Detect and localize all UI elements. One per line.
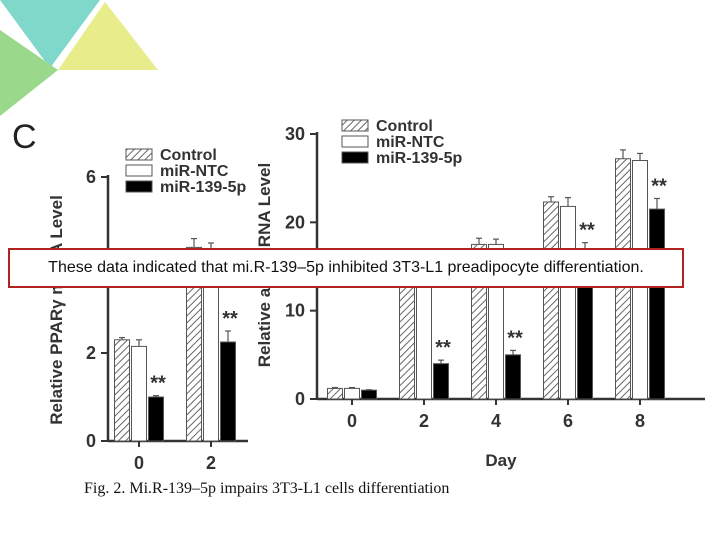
legend-label: miR-139-5p (376, 150, 462, 167)
legend-swatch (341, 151, 369, 164)
significance-label: ** (150, 373, 166, 395)
figure-caption: Fig. 2. Mi.R-139–5p impairs 3T3-L1 cells… (84, 480, 450, 497)
bar-mir-139-5p (148, 396, 164, 442)
legend-label: miR-NTC (160, 163, 229, 180)
legend-swatch (341, 119, 369, 132)
legend-label: miR-139-5p (160, 179, 246, 196)
x-tick-label: 2 (419, 411, 429, 431)
x-tick-label: 2 (206, 453, 216, 473)
x-tick-label: 8 (635, 411, 645, 431)
bar-mir-ntc (131, 345, 147, 442)
y-tick-label: 2 (86, 343, 96, 363)
callout-text: These data indicated that mi.R-139–5p in… (48, 259, 644, 276)
legend-label: Control (376, 118, 433, 135)
y-tick-label: 0 (86, 431, 96, 451)
significance-label: ** (222, 308, 238, 330)
legend-swatch (341, 135, 369, 148)
x-axis-label: Day (485, 451, 517, 470)
teal-triangle-shape (0, 0, 100, 68)
x-tick-label: 4 (491, 411, 501, 431)
bar-control (543, 201, 559, 400)
bar-mir-139-5p (649, 208, 665, 400)
bar-mir-139-5p (433, 363, 449, 400)
bar-control (114, 339, 130, 442)
y-tick-label: 10 (285, 301, 305, 321)
x-tick-label: 0 (134, 453, 144, 473)
significance-label: ** (435, 337, 451, 359)
significance-label: ** (579, 220, 595, 242)
bar-mir-ntc (560, 205, 576, 400)
bar-mir-139-5p (220, 341, 236, 442)
y-axis-label: Relative PPARγ mRNA Level (47, 195, 66, 425)
legend-swatch (125, 148, 153, 161)
bar-mir-139-5p (361, 389, 377, 400)
legend-swatch (125, 164, 153, 177)
x-tick-label: 6 (563, 411, 573, 431)
significance-label: ** (507, 327, 523, 349)
yellow-triangle-shape (58, 2, 158, 70)
green-triangle-shape (0, 30, 58, 116)
bar-control (327, 387, 343, 400)
y-tick-label: 6 (86, 167, 96, 187)
y-tick-label: 30 (285, 124, 305, 144)
callout-box: These data indicated that mi.R-139–5p in… (8, 248, 684, 288)
panel-label: C (12, 118, 37, 156)
legend-swatch (125, 180, 153, 193)
bar-mir-139-5p (505, 354, 521, 400)
bar-mir-ntc (344, 387, 360, 400)
y-tick-label: 20 (285, 212, 305, 232)
legend-label: miR-NTC (376, 134, 445, 151)
x-tick-label: 0 (347, 411, 357, 431)
y-tick-label: 0 (295, 389, 305, 409)
legend-label: Control (160, 147, 217, 164)
significance-label: ** (651, 175, 667, 197)
